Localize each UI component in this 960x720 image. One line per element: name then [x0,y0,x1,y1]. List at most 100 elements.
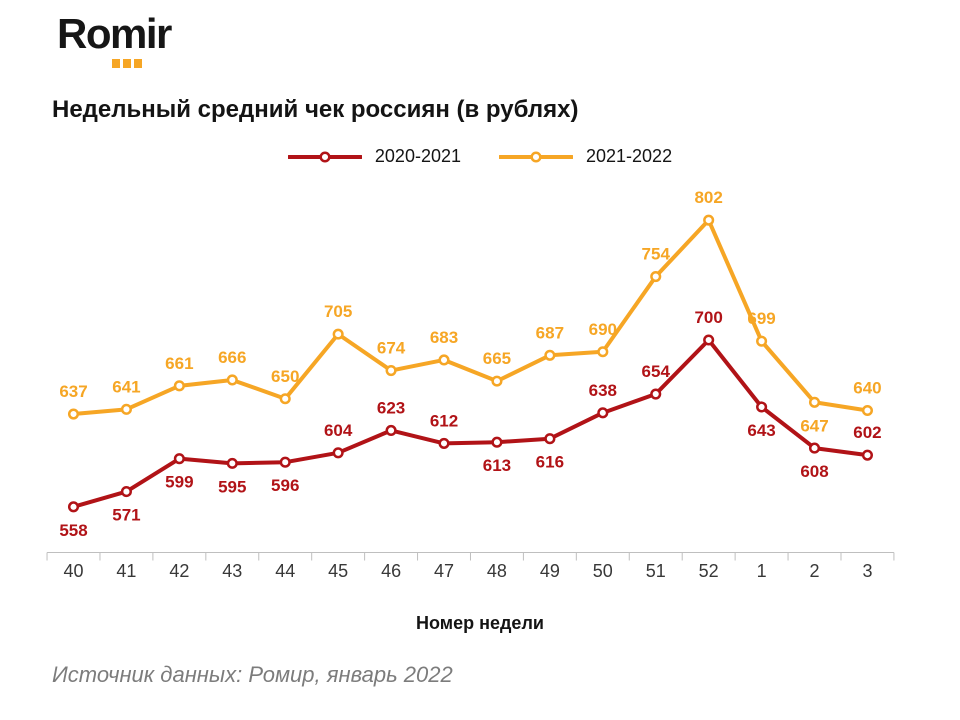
data-label: 643 [747,421,775,440]
data-label: 802 [694,188,722,207]
data-point-marker [597,346,609,358]
data-point-marker [226,457,238,469]
data-label: 623 [377,398,405,417]
data-source-note: Источник данных: Ромир, январь 2022 [52,662,453,687]
line-chart: 40 41 42 43 44 45 46 47 48 49 50 51 52 1 2 3 558 571 599 59… [0,185,960,605]
x-axis-label: 48 [487,561,507,581]
data-point-marker [544,349,556,361]
data-label: 661 [165,354,193,373]
series-line-2021-2022 [71,218,870,417]
legend-label: 2020-2021 [374,146,461,166]
data-label: 705 [324,302,352,321]
data-point-marker [756,401,768,413]
x-axis-label: 47 [434,561,454,581]
data-point-marker [808,396,821,408]
data-point-marker [650,271,662,283]
x-axis-label: 42 [169,561,189,581]
data-label: 596 [271,476,299,495]
legend-label: 2021-2022 [586,146,673,166]
data-point-marker [226,374,238,386]
data-label: 647 [800,416,828,435]
data-point-marker [491,436,503,448]
data-point-marker [808,442,821,454]
legend-marker-icon [287,150,362,163]
data-label: 616 [536,453,564,472]
data-label: 690 [589,320,617,339]
data-label: 613 [483,456,511,475]
romir-logo: Romir [57,10,172,69]
data-label: 638 [589,381,617,400]
data-point-marker [120,486,132,498]
data-point-marker [67,408,80,420]
legend-item: 2021-2022 [499,146,672,167]
data-label: 683 [430,328,458,347]
romir-logo-dots-icon [112,59,171,69]
data-point-marker [491,375,503,387]
data-label: 754 [642,245,671,264]
data-point-marker [861,449,874,461]
data-point-marker [438,437,450,449]
x-axis-label: 43 [222,561,242,581]
data-label: 641 [112,377,140,396]
data-point-marker [173,380,185,392]
x-axis-label: 50 [593,561,613,581]
data-label: 602 [853,423,881,442]
data-label: 558 [59,521,87,540]
page-title: Недельный средний чек россиян (в рублях) [52,96,579,123]
chart-legend: 2020-2021 2021-2022 [0,146,960,167]
data-point-marker [67,501,80,513]
data-point-marker [385,365,397,377]
x-axis-label: 2 [810,561,820,581]
legend-marker-icon [499,150,573,163]
romir-logo-text: Romir [57,10,172,57]
x-axis-title: Номер недели [416,613,544,633]
data-label: 699 [747,309,775,328]
data-label: 666 [218,348,246,367]
data-label: 687 [536,323,564,342]
data-point-marker [332,447,344,459]
x-axis-label: 49 [540,561,560,581]
data-label: 640 [853,379,881,398]
x-axis-label: 46 [381,561,401,581]
data-label: 599 [165,473,193,492]
data-point-marker [438,354,450,366]
data-label: 637 [59,382,87,401]
x-axis-label: 52 [699,561,719,581]
chart-canvas: 40 41 42 43 44 45 46 47 48 49 50 51 52 1 2 3 558 571 599 59… [46,188,895,581]
data-point-marker [120,403,132,415]
legend-item: 2020-2021 [287,146,461,167]
data-point-marker [385,424,397,437]
legend-marker-circle [319,150,331,163]
data-point-marker [279,456,291,468]
x-axis-label: 41 [116,561,136,581]
data-label: 674 [377,339,406,358]
x-axis-label: 1 [757,561,767,581]
data-label: 608 [800,462,828,481]
data-label: 571 [112,506,140,525]
x-axis-label: 45 [328,561,348,581]
data-point-marker [597,407,609,419]
logo-dot-icon [112,59,120,69]
data-label: 595 [218,477,246,496]
data-label: 604 [324,421,353,440]
data-point-marker [650,388,662,400]
data-point-marker [861,404,874,417]
data-point-marker [756,335,768,347]
logo-dot-icon [134,59,142,69]
legend-marker-circle [530,150,542,163]
data-point-marker [332,328,344,340]
data-label: 650 [271,367,299,386]
data-point-marker [173,453,185,465]
data-point-marker [544,433,556,445]
x-axis-label: 3 [862,561,872,581]
data-label: 665 [483,349,511,368]
data-point-marker [279,393,291,405]
data-point-marker [703,214,715,226]
data-label: 654 [642,362,671,381]
data-label: 612 [430,411,458,430]
x-axis-label: 51 [646,561,666,581]
x-axis-label: 40 [63,561,83,581]
data-label: 700 [694,308,722,327]
series-line-2020-2021 [71,338,870,509]
